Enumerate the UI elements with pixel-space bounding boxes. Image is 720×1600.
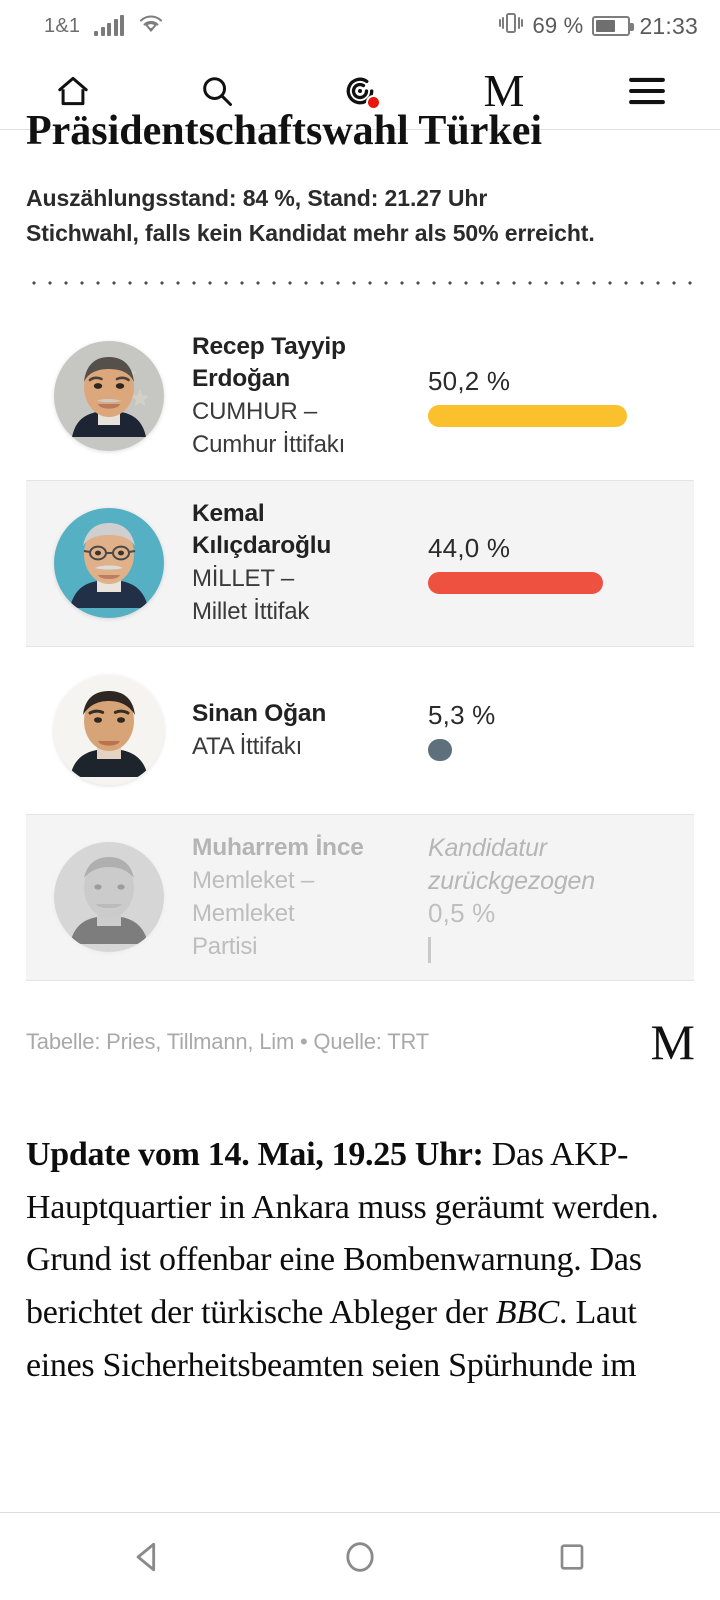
candidate-name: Recep Tayyip — [192, 333, 346, 361]
avatar-recep-tayyip-erdogan — [54, 341, 164, 452]
status-bar-left: 1&1 — [44, 13, 164, 39]
update-lead-label: Update vom 14. Mai, 19.25 Uhr: — [26, 1135, 484, 1173]
status-bar-right: 69 % 21:33 — [499, 12, 698, 40]
carrier-label: 1&1 — [44, 14, 81, 37]
result-bar — [428, 738, 452, 761]
vibrate-icon — [499, 12, 524, 40]
table-row: Muharrem İnce Memleket – Memleket Partis… — [26, 813, 694, 981]
candidate-party: MİLLET – — [192, 565, 295, 593]
candidate-party: CUMHUR – — [192, 398, 318, 426]
candidate-party: ATA İttifakı — [192, 732, 303, 760]
avatar-kemal-kilicdaroglu — [54, 508, 164, 619]
brand-logo-label: M — [483, 64, 525, 116]
result-bar — [428, 404, 627, 427]
candidate-party-cont: Memleket — [192, 899, 295, 927]
candidate-name-cont: Kılıçdaroğlu — [192, 532, 332, 560]
source-credit: Tabelle: Pries, Tillmann, Lim • Quelle: … — [26, 1028, 429, 1054]
result-percent: 0,5 % — [428, 898, 496, 929]
candidate-info: Sinan Oğan ATA İttifakı — [192, 698, 424, 763]
candidate-info: Recep Tayyip Erdoğan CUMHUR – Cumhur İtt… — [192, 331, 424, 461]
candidate-info: Muharrem İnce Memleket – Memleket Partis… — [192, 832, 424, 963]
recents-square-icon[interactable] — [540, 1525, 604, 1589]
result-bar — [428, 571, 603, 594]
paragraph-text-1: Das AKP-Hauptquartier in Ankara muss ger… — [26, 1135, 659, 1331]
result-bar-group: Kandidatur zurückgezogen 0,5 % — [424, 832, 694, 963]
candidate-name: Sinan Oğan — [192, 699, 327, 727]
home-icon[interactable] — [44, 62, 102, 120]
cellular-signal-icon — [94, 15, 125, 36]
candidate-name-cont: Erdoğan — [192, 365, 290, 393]
notification-dot — [366, 94, 381, 110]
tracker-shield-icon[interactable] — [331, 62, 389, 120]
candidate-name: Kemal — [192, 500, 265, 528]
candidate-party: Memleket – — [192, 866, 315, 894]
dotted-divider — [26, 280, 694, 285]
browser-toolbar: M — [0, 52, 720, 130]
result-bar-group: 50,2 % — [424, 366, 694, 427]
avatar-muharrem-ince — [54, 842, 164, 953]
page-title: Präsidentschaftswahl Türkei — [26, 108, 543, 154]
paragraph-text-2: . Laut eines Sicherheitsbeamten seien Sp… — [26, 1294, 637, 1384]
result-percent: 44,0 % — [428, 533, 511, 564]
candidate-party-cont: Millet İttifak — [192, 598, 310, 626]
hamburger-menu-icon[interactable] — [618, 62, 676, 120]
chart-source-footer: Tabelle: Pries, Tillmann, Lim • Quelle: … — [0, 981, 720, 1067]
candidate-party-cont: Cumhur İttifakı — [192, 431, 346, 459]
article-subline: Auszählungsstand: 84 %, Stand: 21.27 Uhr… — [26, 181, 694, 251]
counting-status-line: Auszählungsstand: 84 %, Stand: 21.27 Uhr — [26, 185, 488, 212]
election-results-table: Recep Tayyip Erdoğan CUMHUR – Cumhur İtt… — [26, 313, 694, 981]
brand-logo[interactable]: M — [475, 62, 533, 120]
article-paragraph: Update vom 14. Mai, 19.25 Uhr: Das AKP-H… — [0, 1067, 720, 1392]
runoff-note-line: Stichwahl, falls kein Kandidat mehr als … — [26, 219, 595, 246]
avatar-sinan-ogan — [54, 675, 164, 786]
italic-term: BBC — [495, 1294, 560, 1331]
result-bar-group: 5,3 % — [424, 700, 694, 761]
search-icon[interactable] — [188, 62, 246, 120]
result-percent: 5,3 % — [428, 700, 496, 731]
result-bar — [428, 936, 431, 963]
table-row: Sinan Oğan ATA İttifakı 5,3 % — [26, 647, 694, 814]
system-navigation-bar — [0, 1512, 720, 1600]
status-bar: 1&1 69 % 21:33 — [0, 0, 720, 52]
candidate-info: Kemal Kılıçdaroğlu MİLLET – Millet İttif… — [192, 498, 424, 628]
table-row: Kemal Kılıçdaroğlu MİLLET – Millet İttif… — [26, 479, 694, 647]
home-circle-icon[interactable] — [328, 1525, 392, 1589]
table-row: Recep Tayyip Erdoğan CUMHUR – Cumhur İtt… — [26, 313, 694, 480]
candidate-name: Muharrem İnce — [192, 833, 364, 861]
result-percent: 50,2 % — [428, 366, 511, 397]
publisher-logo: M — [650, 1013, 695, 1070]
result-bar-group: 44,0 % — [424, 533, 694, 594]
wifi-icon — [138, 13, 164, 39]
article-body: Präsidentschaftswahl Türkei Auszählungss… — [0, 108, 720, 981]
withdrawn-note-cont: zurückgezogen — [428, 867, 595, 896]
battery-icon — [592, 16, 635, 36]
back-triangle-icon[interactable] — [116, 1525, 180, 1589]
candidate-party-cont-2: Partisi — [192, 932, 258, 960]
clock-label: 21:33 — [639, 12, 698, 39]
withdrawn-note: Kandidatur — [428, 834, 547, 863]
battery-percent-label: 69 % — [532, 13, 584, 38]
